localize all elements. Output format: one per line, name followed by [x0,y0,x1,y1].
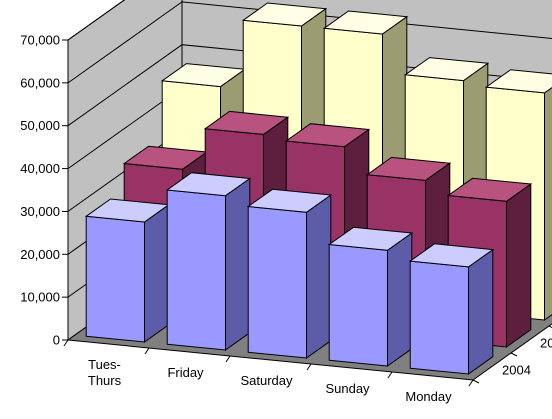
bar-top [446,177,533,202]
y-tick-label: 0 [53,333,60,348]
bar-2004-Monday [408,243,495,375]
series-tick-mark [510,352,518,357]
bar-top [327,226,414,251]
x-tick-mark [306,363,312,371]
bar-2004-Friday [165,172,252,351]
bar-top [284,123,371,148]
bar-top [241,2,328,27]
bar-2004-Tues-Thurs [84,198,171,343]
bar-2004-Sunday [327,226,414,367]
bar-top [246,188,333,213]
x-tick-mark [144,347,150,355]
bar-side [506,183,532,348]
y-tick-label: 10,000 [20,290,60,305]
bar-top [484,69,552,94]
bar-2004-Saturday [246,188,333,359]
x-tick-mark [63,339,69,347]
bar-top [365,156,452,181]
category-label: Sunday [325,381,370,396]
bar-top [165,172,252,197]
bar-side [225,177,251,351]
bar-side [306,194,332,359]
category-axis: Tues-Thurs Friday Saturday Sunday Monday [63,339,474,404]
y-tick-label: 30,000 [20,204,60,219]
bar-top [322,10,409,35]
bar-side [544,86,552,321]
bar-top [408,243,495,268]
bar-side [144,203,170,343]
category-label: Tues-Thurs [88,357,122,388]
category-label: Monday [405,389,452,404]
y-tick-label: 70,000 [20,33,60,48]
series-tick-mark [548,325,552,329]
x-tick-mark [225,355,231,363]
y-tick-label: 20,000 [20,247,60,262]
gridline [67,0,126,41]
bar-front [328,243,388,367]
category-label: Friday [167,365,204,380]
y-tick-label: 40,000 [20,161,60,176]
bar-front [247,205,307,359]
bar-front [409,260,469,375]
y-tick-label: 50,000 [20,118,60,133]
category-label: Saturday [240,373,293,388]
y-tick-label: 60,000 [20,75,60,90]
bar-side [468,248,494,375]
bar-front [166,189,226,351]
bar-top [203,110,290,135]
bars [84,2,552,375]
series-tick-mark [472,379,480,384]
bar-side [387,232,413,367]
y-axis: 0 10,000 20,000 30,000 40,000 50,000 60,000 70,… [20,33,69,348]
x-tick-mark [387,371,393,379]
series-label: 2010 [540,336,552,351]
series-axis: 200420102030 [472,325,552,384]
gridline [67,1,552,84]
series-label: 2004 [502,363,531,378]
bar-front [85,215,145,343]
x-tick-mark [468,379,474,387]
bar-top [403,57,490,82]
